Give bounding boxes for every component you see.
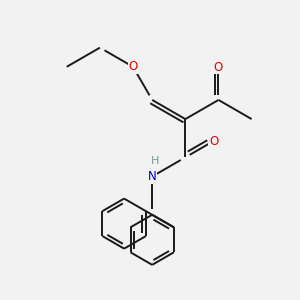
Text: N: N [148, 170, 157, 183]
Text: O: O [128, 60, 138, 73]
Text: H: H [151, 156, 159, 166]
Text: O: O [214, 61, 223, 74]
Text: O: O [209, 135, 218, 148]
